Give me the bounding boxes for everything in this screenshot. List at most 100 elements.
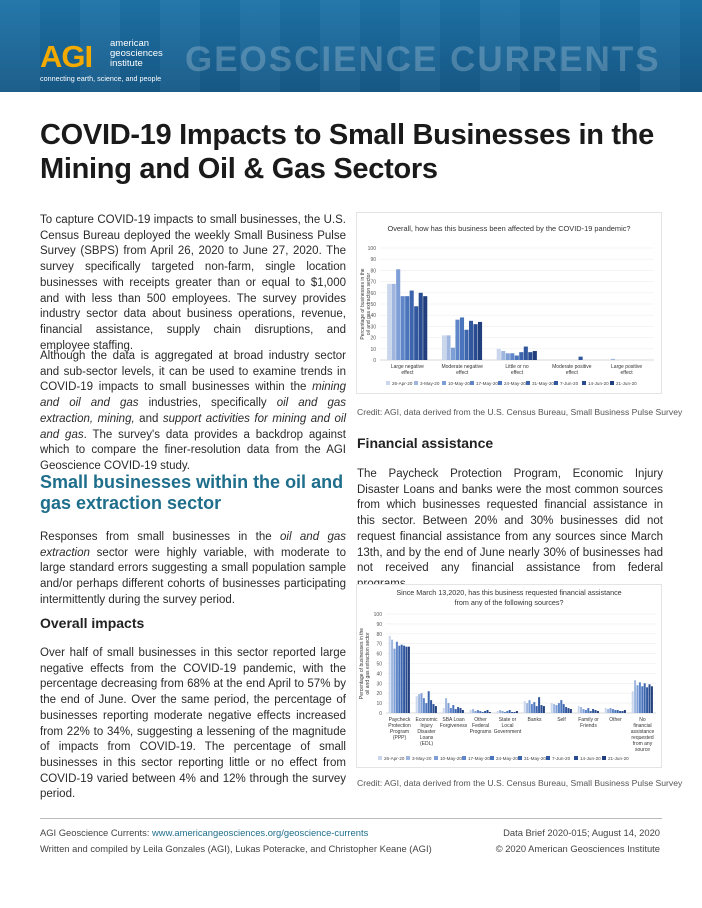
impacts-paragraph: Over half of small businesses in this se… [40, 647, 346, 801]
bar [609, 708, 612, 713]
agi-logo[interactable]: AGI american geosciences institute conne… [40, 38, 170, 86]
section-p-c: sector were highly variable, with modera… [40, 546, 346, 606]
y-tick-label: 70 [370, 280, 376, 286]
x-category-label: Large negative [391, 364, 424, 370]
y-tick-label: 90 [376, 622, 382, 628]
bar [553, 704, 556, 713]
x-category-label: State or [499, 717, 517, 723]
x-category-label: effect [401, 370, 414, 376]
bar [589, 711, 592, 713]
bar [391, 639, 394, 713]
legend-label: 14-Jun-20 [580, 756, 601, 761]
bar [400, 644, 403, 713]
bar [505, 353, 510, 360]
bar [454, 709, 457, 713]
x-category-label: Other [609, 717, 622, 723]
y-tick-label: 100 [368, 246, 377, 252]
bar [526, 703, 529, 713]
bar [501, 711, 504, 713]
legend-label: 31-May-20 [524, 756, 546, 761]
chart-title: Since March 13,2020, has this business r… [396, 588, 621, 597]
chart1-credit: Credit: AGI, data derived from the U.S. … [357, 407, 683, 417]
bar [496, 348, 501, 360]
y-tick-label: 100 [374, 612, 383, 618]
bar [638, 682, 641, 713]
bar [396, 269, 401, 360]
bar [580, 707, 583, 713]
bar [569, 709, 572, 713]
y-tick-label: 20 [370, 336, 376, 342]
bar [469, 710, 472, 713]
bar [447, 703, 450, 713]
bar [528, 700, 531, 713]
y-tick-label: 80 [370, 268, 376, 274]
bar [393, 648, 396, 713]
x-category-label: (EDL) [420, 741, 433, 747]
geoscience-currents-link[interactable]: www.americangeosciences.org/geoscience-c… [152, 827, 369, 838]
bar [636, 685, 639, 713]
legend-swatch [490, 756, 494, 760]
bar [634, 680, 637, 713]
footer-divider [40, 818, 662, 819]
bar [523, 701, 526, 713]
x-category-label: requested [631, 735, 653, 741]
legend-label: 3-May-20 [412, 756, 432, 761]
x-category-label: Loans [420, 735, 434, 741]
bar [477, 321, 483, 360]
bar [403, 645, 406, 713]
chart2-credit: Credit: AGI, data derived from the U.S. … [357, 778, 683, 788]
bar [607, 709, 610, 713]
footer-prefix: AGI Geoscience Currents: [40, 827, 153, 838]
bar [457, 707, 460, 713]
agi-logo-mark: AGI [40, 39, 93, 74]
bar [648, 684, 651, 713]
agi-tagline: connecting earth, science, and people [40, 74, 162, 83]
x-category-label: SBA Loan [442, 717, 464, 723]
bar [446, 335, 451, 360]
footer-right-2: © 2020 American Geosciences Institute [495, 843, 660, 854]
legend-label: 24-May-20 [504, 381, 526, 386]
x-category-label: Family or [578, 717, 599, 723]
bar [631, 691, 634, 713]
legend-swatch [386, 381, 390, 385]
bar [643, 683, 646, 713]
x-category-label: from any [633, 741, 653, 747]
y-axis-label: Percentage of businesses in the [359, 628, 365, 699]
y-tick-label: 0 [379, 711, 382, 717]
bar [479, 711, 482, 713]
bar [409, 290, 414, 360]
x-category-label: Government [494, 729, 522, 735]
x-category-label: Economic [416, 717, 438, 723]
bar [423, 296, 428, 360]
bar [616, 710, 619, 713]
x-category-label: Large positive [611, 364, 642, 370]
bar [519, 352, 524, 360]
legend-label: 24-May-20 [496, 756, 518, 761]
bar [449, 708, 452, 713]
x-category-label: Banks [528, 717, 542, 723]
bar [555, 705, 558, 713]
y-tick-label: 20 [376, 691, 382, 697]
financial-assistance-heading: Financial assistance [357, 435, 494, 451]
legend-label: 14-Jun-20 [588, 381, 609, 386]
bar [514, 355, 519, 360]
bar [584, 710, 587, 713]
bar [415, 696, 418, 713]
bar [621, 711, 624, 713]
series-name: GEOSCIENCE CURRENTS [185, 40, 661, 79]
x-category-label: Moderate negative [441, 364, 483, 370]
footer-right-1: Data Brief 2020-015; August 14, 2020 [503, 827, 660, 838]
bar [596, 711, 599, 713]
legend-label: 21-Jun-20 [608, 756, 629, 761]
bar [473, 324, 478, 360]
intro-p2-e: and [134, 412, 163, 425]
y-tick-label: 0 [373, 358, 376, 364]
bar [582, 709, 585, 713]
bar [391, 283, 396, 360]
bar [535, 706, 538, 713]
bar [425, 703, 428, 713]
bar [387, 283, 392, 360]
org-line-3: institute [110, 58, 143, 69]
bar [578, 356, 583, 360]
x-category-label: Other [474, 717, 487, 723]
